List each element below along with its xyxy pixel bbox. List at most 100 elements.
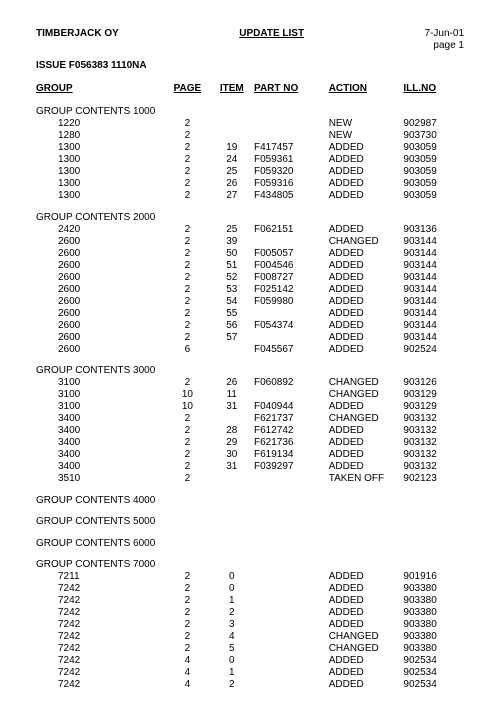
cell: CHANGED — [329, 643, 404, 655]
cell: 903144 — [403, 307, 464, 319]
cell: 54 — [210, 295, 254, 307]
cell — [210, 413, 254, 425]
cell: 7242 — [36, 619, 165, 631]
cell: 901916 — [403, 571, 464, 583]
cell: 2 — [165, 154, 209, 166]
cell: 2 — [165, 331, 209, 343]
cell: 5 — [210, 643, 254, 655]
table-row: 1300219F417457ADDED903059 — [36, 142, 464, 154]
table-row: 3400230F619134ADDED903132 — [36, 449, 464, 461]
table-row: 35102TAKEN OFF902123 — [36, 473, 464, 485]
cell: 3 — [210, 619, 254, 631]
cell: 7242 — [36, 631, 165, 643]
group-header: GROUP CONTENTS 1000 — [36, 96, 464, 118]
group-title: GROUP CONTENTS 5000 — [36, 506, 464, 528]
cell: 27 — [210, 190, 254, 202]
table-row: 3100226F060892CHANGED903126 — [36, 377, 464, 389]
cell: 52 — [210, 271, 254, 283]
cell: F059361 — [254, 154, 329, 166]
cell: 2600 — [36, 319, 165, 331]
cell: 903132 — [403, 449, 464, 461]
cell: ADDED — [329, 166, 404, 178]
table-row: 724221ADDED903380 — [36, 595, 464, 607]
cell: F621736 — [254, 437, 329, 449]
cell: 2 — [165, 319, 209, 331]
cell: 2 — [165, 413, 209, 425]
cell: 30 — [210, 449, 254, 461]
cell: 7211 — [36, 571, 165, 583]
cell: 2 — [165, 295, 209, 307]
cell: NEW — [329, 130, 404, 142]
cell: 902534 — [403, 667, 464, 679]
cell: F025142 — [254, 283, 329, 295]
cell: 903144 — [403, 331, 464, 343]
cell: 1280 — [36, 130, 165, 142]
cell: 2 — [165, 643, 209, 655]
cell: 903129 — [403, 389, 464, 401]
cell: 2600 — [36, 307, 165, 319]
cell — [254, 619, 329, 631]
table-row: 2420225F062151ADDED903136 — [36, 223, 464, 235]
group-header: GROUP CONTENTS 6000 — [36, 528, 464, 550]
cell: F060892 — [254, 377, 329, 389]
cell: 3400 — [36, 425, 165, 437]
cell: 903059 — [403, 166, 464, 178]
table-row: 724242ADDED902534 — [36, 679, 464, 691]
cell: 2 — [165, 259, 209, 271]
cell: 903136 — [403, 223, 464, 235]
cell: 902524 — [403, 343, 464, 355]
cell: 903132 — [403, 437, 464, 449]
cell: 1 — [210, 667, 254, 679]
cell: F434805 — [254, 190, 329, 202]
cell: 1300 — [36, 178, 165, 190]
cell — [210, 118, 254, 130]
table-row: 2600253F025142ADDED903144 — [36, 283, 464, 295]
group-title: GROUP CONTENTS 3000 — [36, 355, 464, 377]
cell: 28 — [210, 425, 254, 437]
cell: ADDED — [329, 154, 404, 166]
cell: 3100 — [36, 401, 165, 413]
cell: 2 — [165, 142, 209, 154]
table-row: 3400229F621736ADDED903132 — [36, 437, 464, 449]
cell: CHANGED — [329, 631, 404, 643]
cell: F045567 — [254, 343, 329, 355]
cell: 2 — [165, 583, 209, 595]
cell: 3400 — [36, 437, 165, 449]
cell: 3100 — [36, 377, 165, 389]
cell: 903380 — [403, 583, 464, 595]
cell: TAKEN OFF — [329, 473, 404, 485]
page-number: page 1 — [425, 40, 464, 52]
cell: 2 — [165, 449, 209, 461]
cell: F054374 — [254, 319, 329, 331]
cell: 2600 — [36, 295, 165, 307]
cell: 3100 — [36, 389, 165, 401]
cell: 2600 — [36, 283, 165, 295]
cell: 2 — [210, 607, 254, 619]
cell: 903144 — [403, 295, 464, 307]
cell: ADDED — [329, 583, 404, 595]
group-title: GROUP CONTENTS 1000 — [36, 96, 464, 118]
cell: F005057 — [254, 247, 329, 259]
cell: 903730 — [403, 130, 464, 142]
table-row: 724224CHANGED903380 — [36, 631, 464, 643]
cell: 24 — [210, 154, 254, 166]
table-row: 721120ADDED901916 — [36, 571, 464, 583]
cell: ADDED — [329, 655, 404, 667]
cell: 2 — [165, 307, 209, 319]
cell: 4 — [210, 631, 254, 643]
cell: CHANGED — [329, 389, 404, 401]
cell: 903132 — [403, 461, 464, 473]
group-header: GROUP CONTENTS 3000 — [36, 355, 464, 377]
cell: F059316 — [254, 178, 329, 190]
cell — [254, 307, 329, 319]
cell: 25 — [210, 223, 254, 235]
table-row: 724240ADDED902534 — [36, 655, 464, 667]
cell: 1220 — [36, 118, 165, 130]
cell: ADDED — [329, 679, 404, 691]
cell — [254, 571, 329, 583]
cell: 2600 — [36, 247, 165, 259]
doc-title: UPDATE LIST — [239, 28, 304, 39]
cell: ADDED — [329, 319, 404, 331]
cell: 31 — [210, 461, 254, 473]
cell: 2 — [165, 377, 209, 389]
